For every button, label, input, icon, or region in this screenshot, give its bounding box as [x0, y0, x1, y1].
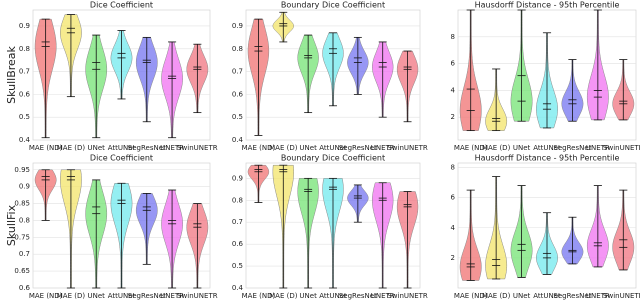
- x-tick-label: AttUNet: [108, 292, 136, 300]
- x-tick-label: UNet: [513, 292, 531, 300]
- x-tick-label: MAE (ND): [29, 292, 63, 300]
- y-tick-label: 4: [451, 224, 456, 232]
- x-tick-label: MAE (ND): [454, 144, 488, 152]
- x-tick-label: SegResNet: [128, 144, 166, 152]
- x-tick-label: UNet: [88, 292, 106, 300]
- x-tick-label: UNet: [299, 292, 317, 300]
- y-tick-label: 0.6: [232, 90, 244, 98]
- chart-title: Dice Coefficient: [90, 1, 153, 10]
- y-tick-label: 0.8: [232, 196, 243, 204]
- x-tick-label: SegResNet: [553, 144, 591, 152]
- x-tick-label: MAE (D): [482, 292, 511, 300]
- chart-title: Hausdorff Distance - 95th Percentile: [475, 154, 620, 163]
- x-tick-label: UNETR: [586, 292, 610, 300]
- y-tick-label: 0.9: [19, 22, 30, 30]
- y-tick-label: 0.9: [232, 174, 243, 182]
- x-tick-label: UNETR: [160, 144, 184, 152]
- x-tick-label: MAE (D): [269, 292, 298, 300]
- row-label: SkullFix: [5, 204, 18, 246]
- chart-title: Hausdorff Distance - 95th Percentile: [475, 1, 620, 10]
- y-tick-label: 4: [451, 86, 456, 94]
- y-tick-label: 0.9: [19, 183, 30, 191]
- x-tick-label: MAE (D): [482, 144, 511, 152]
- y-tick-label: 0.5: [19, 113, 30, 121]
- y-tick-label: 0.75: [14, 233, 30, 241]
- x-tick-label: SegResNet: [339, 144, 377, 152]
- x-tick-label: MAE (D): [57, 144, 86, 152]
- x-tick-label: UNet: [513, 144, 531, 152]
- x-tick-label: MAE (ND): [242, 144, 276, 152]
- x-tick-label: SwinUNETR: [177, 144, 218, 152]
- x-tick-label: AttUNet: [533, 144, 561, 152]
- y-tick-label: 0.7: [232, 68, 243, 76]
- x-tick-label: MAE (ND): [242, 292, 276, 300]
- x-tick-label: UNet: [299, 144, 317, 152]
- chart-title: Boundary Dice Coefficient: [281, 154, 385, 163]
- x-tick-label: UNet: [88, 144, 106, 152]
- x-tick-label: MAE (D): [269, 144, 298, 152]
- y-tick-label: 0.5: [232, 262, 243, 270]
- y-tick-label: 0.95: [14, 166, 30, 174]
- x-tick-label: UNETR: [586, 144, 610, 152]
- y-tick-label: 0.4: [232, 136, 244, 144]
- x-tick-label: SegResNet: [339, 292, 377, 300]
- y-tick-label: 0.6: [19, 90, 31, 98]
- y-tick-label: 0.7: [232, 218, 243, 226]
- y-tick-label: 6: [451, 60, 456, 68]
- y-tick-label: 0.8: [19, 216, 30, 224]
- y-tick-label: 2: [451, 113, 455, 121]
- y-tick-label: 0.65: [14, 267, 30, 275]
- x-tick-label: SwinUNETR: [387, 144, 428, 152]
- x-tick-label: AttUNet: [319, 144, 347, 152]
- y-tick-label: 0.7: [19, 250, 30, 258]
- y-tick-label: 8: [451, 164, 455, 172]
- x-tick-label: AttUNet: [108, 144, 136, 152]
- x-tick-label: SwinUNETR: [603, 292, 640, 300]
- x-tick-label: MAE (ND): [29, 144, 63, 152]
- y-tick-label: 0.8: [232, 45, 243, 53]
- x-tick-label: SwinUNETR: [387, 292, 428, 300]
- y-tick-label: 0.6: [19, 284, 31, 292]
- row-label: SkullBreak: [5, 45, 18, 103]
- y-tick-label: 0.8: [19, 45, 30, 53]
- x-tick-label: UNETR: [371, 292, 395, 300]
- chart-title: Boundary Dice Coefficient: [281, 1, 385, 10]
- x-tick-label: MAE (ND): [454, 292, 488, 300]
- x-tick-label: SwinUNETR: [177, 292, 218, 300]
- x-tick-label: SegResNet: [553, 292, 591, 300]
- y-tick-label: 0.85: [14, 200, 30, 208]
- x-tick-label: AttUNet: [533, 292, 561, 300]
- chart-title: Dice Coefficient: [90, 154, 153, 163]
- y-tick-label: 0.9: [232, 22, 243, 30]
- y-tick-label: 0.4: [232, 284, 244, 292]
- y-tick-label: 0.6: [232, 240, 244, 248]
- y-tick-label: 8: [451, 33, 455, 41]
- x-tick-label: UNETR: [371, 144, 395, 152]
- y-tick-label: 0.7: [19, 68, 30, 76]
- x-tick-label: MAE (D): [57, 292, 86, 300]
- y-tick-label: 6: [451, 194, 456, 202]
- x-tick-label: SegResNet: [128, 292, 166, 300]
- y-tick-label: 2: [451, 254, 455, 262]
- x-tick-label: SwinUNETR: [603, 144, 640, 152]
- y-tick-label: 0.4: [19, 136, 31, 144]
- x-tick-label: UNETR: [160, 292, 184, 300]
- y-tick-label: 0.5: [232, 113, 243, 121]
- x-tick-label: AttUNet: [319, 292, 347, 300]
